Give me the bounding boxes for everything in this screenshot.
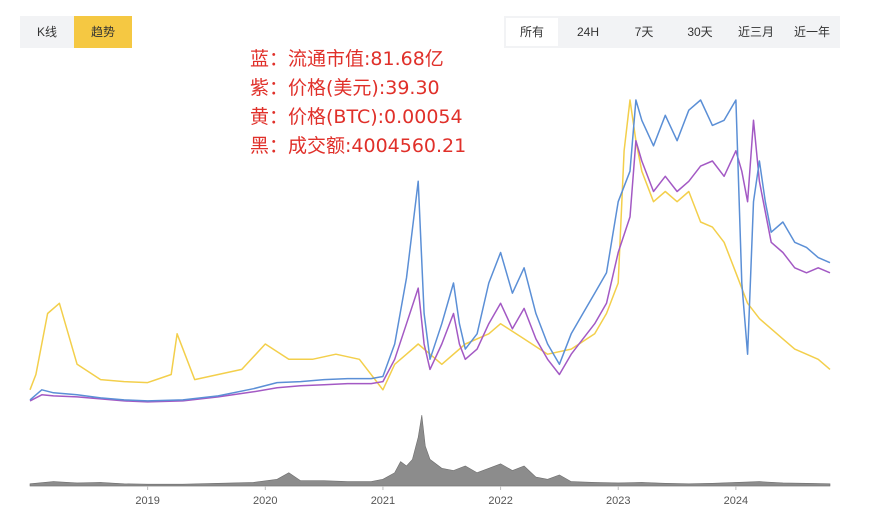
range-all-button[interactable]: 所有 bbox=[506, 18, 558, 46]
range-7d-button[interactable]: 7天 bbox=[634, 25, 654, 39]
mode-toggle: K线 趋势 bbox=[20, 16, 133, 48]
chart-legend: 蓝：流通市值:81.68亿 紫：价格(美元):39.30 黄：价格(BTC):0… bbox=[250, 45, 466, 161]
series-lines-layer bbox=[29, 99, 831, 403]
trend-mode-button[interactable]: 趋势 bbox=[74, 16, 133, 48]
range-30d-button[interactable]: 30天 bbox=[687, 25, 713, 39]
x-tick-label: 2022 bbox=[488, 495, 512, 507]
range-3m-button[interactable]: 近三月 bbox=[737, 25, 774, 39]
market-cap-line bbox=[29, 99, 831, 402]
x-tick-label: 2019 bbox=[135, 495, 159, 507]
legend-market-cap: 蓝：流通市值:81.68亿 bbox=[250, 48, 444, 70]
x-tick-label: 2023 bbox=[606, 495, 630, 507]
legend-price-usd: 紫：价格(美元):39.30 bbox=[250, 77, 440, 99]
volume-area-layer bbox=[29, 414, 831, 487]
x-tick-label: 2024 bbox=[724, 495, 748, 507]
time-range-selector: 所有 24H 7天 30天 近三月 近一年 bbox=[504, 16, 840, 48]
x-axis-ticks: 2019 2020 2021 2022 2023 2024 bbox=[135, 486, 748, 507]
legend-volume: 黑：成交额:4004560.21 bbox=[250, 135, 467, 157]
x-tick-label: 2020 bbox=[253, 495, 277, 507]
price-usd-line bbox=[29, 119, 831, 403]
legend-price-btc: 黄：价格(BTC):0.00054 bbox=[250, 106, 463, 128]
x-tick-label: 2021 bbox=[371, 495, 395, 507]
kline-mode-button[interactable]: K线 bbox=[20, 16, 75, 48]
volume-area bbox=[29, 414, 831, 487]
range-24h-button[interactable]: 24H bbox=[576, 25, 599, 39]
range-1y-button[interactable]: 近一年 bbox=[793, 25, 830, 39]
price-btc-line bbox=[29, 99, 831, 391]
